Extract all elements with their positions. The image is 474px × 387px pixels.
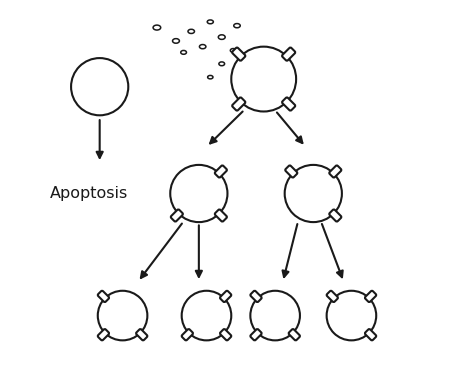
FancyBboxPatch shape [250,329,262,341]
FancyBboxPatch shape [220,329,231,341]
FancyBboxPatch shape [329,209,341,222]
FancyBboxPatch shape [215,209,227,222]
FancyBboxPatch shape [285,165,297,178]
FancyBboxPatch shape [232,48,246,61]
FancyBboxPatch shape [250,291,262,302]
FancyBboxPatch shape [182,329,193,341]
FancyBboxPatch shape [282,48,295,61]
FancyBboxPatch shape [98,291,109,302]
FancyBboxPatch shape [232,98,246,111]
FancyBboxPatch shape [98,329,109,341]
FancyBboxPatch shape [136,329,147,341]
FancyBboxPatch shape [327,291,338,302]
FancyBboxPatch shape [171,209,183,222]
FancyBboxPatch shape [329,165,341,178]
FancyBboxPatch shape [365,291,376,302]
FancyBboxPatch shape [365,329,376,341]
FancyBboxPatch shape [215,165,227,178]
FancyBboxPatch shape [289,329,300,341]
FancyBboxPatch shape [220,291,231,302]
Text: Apoptosis: Apoptosis [50,186,128,201]
FancyBboxPatch shape [282,98,295,111]
